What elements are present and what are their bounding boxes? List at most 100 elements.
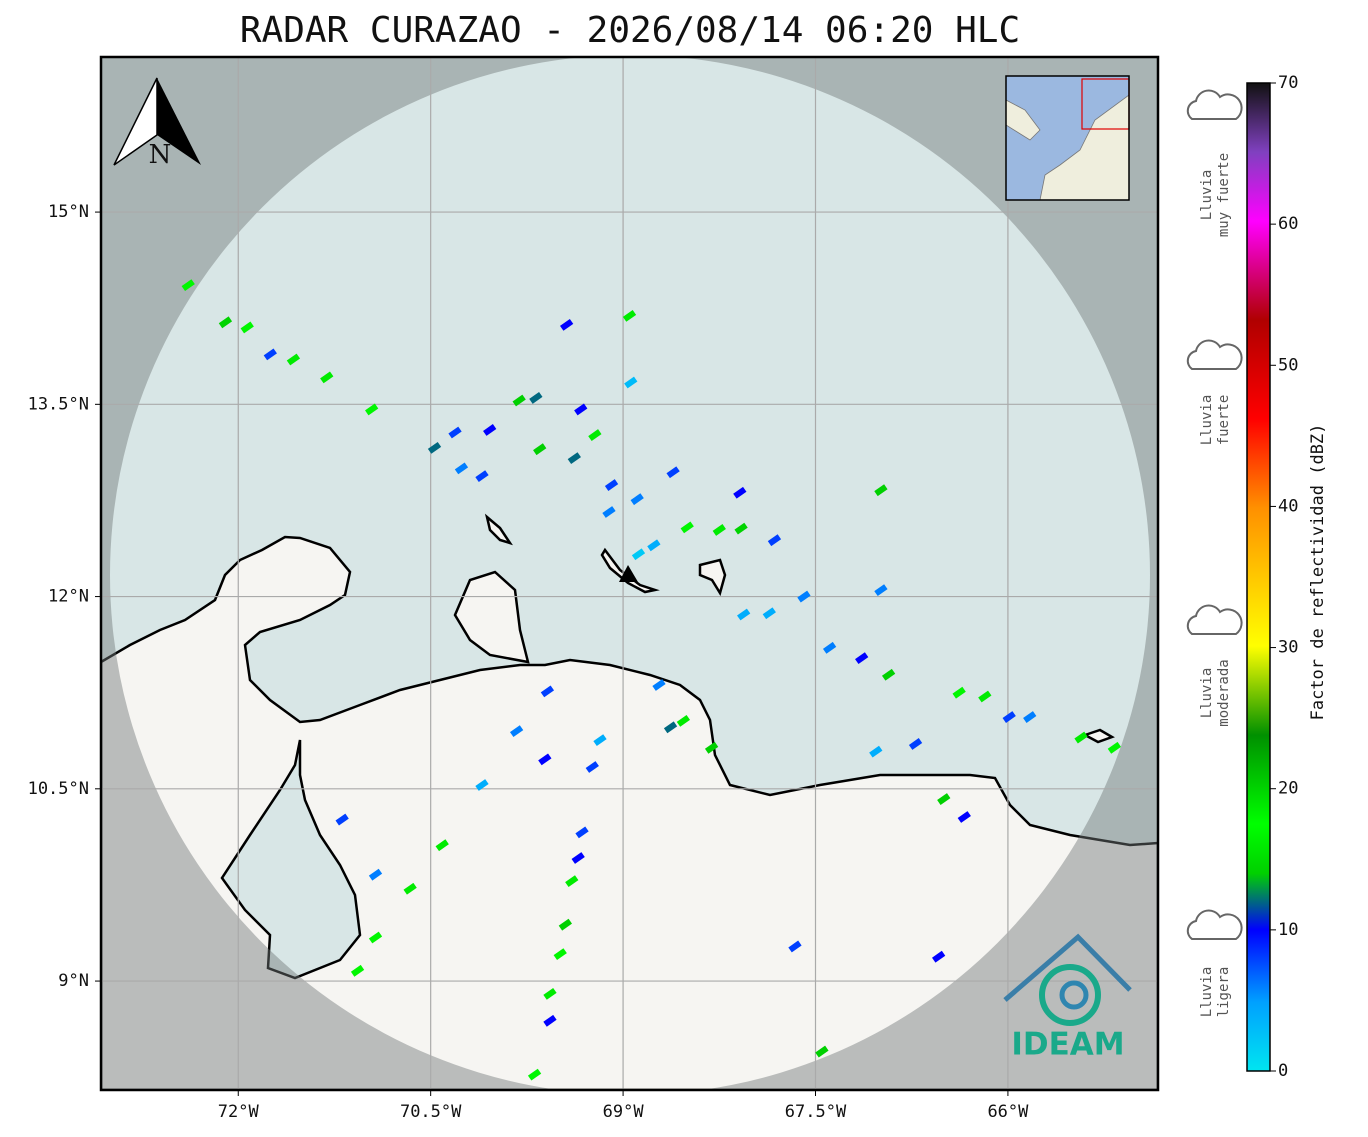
grid (101, 57, 1158, 1090)
mainland (101, 535, 1158, 1090)
echo (448, 426, 462, 439)
inset-map (1005, 75, 1130, 201)
colorbar-tick-label: 40 (1278, 496, 1298, 516)
echo (815, 1045, 829, 1058)
echo (585, 761, 599, 773)
legend-label: moderada (1216, 659, 1232, 726)
legend-label: Lluvia (1199, 170, 1215, 221)
echo (762, 607, 776, 620)
echo (543, 1014, 557, 1027)
chart-title: RADAR CURAZAO - 2026/08/14 06:20 HLC (240, 10, 1020, 51)
echo (822, 641, 837, 654)
echo (350, 964, 365, 977)
echo (1074, 731, 1088, 744)
echo (874, 484, 888, 497)
echo (1023, 711, 1037, 723)
echo (475, 779, 489, 791)
echo (602, 506, 616, 518)
echo (588, 429, 602, 441)
echo (435, 839, 449, 852)
aruba (484, 513, 513, 546)
legend-label: ligera (1216, 967, 1232, 1018)
echo (1002, 711, 1016, 723)
echo (680, 521, 694, 534)
echo (932, 950, 946, 963)
echo (666, 466, 680, 479)
x-tick-label: 69°W (603, 1102, 645, 1122)
echo (553, 948, 567, 961)
y-tick-label: 10.5°N (28, 779, 89, 799)
echo (335, 813, 349, 826)
x-tick-label: 70.5°W (400, 1102, 462, 1122)
colorbar-tick-label: 20 (1278, 779, 1298, 799)
echo (797, 590, 811, 603)
echo (263, 348, 277, 361)
legend-label: Lluvia (1199, 967, 1215, 1018)
echo (788, 940, 802, 953)
echo (631, 548, 646, 561)
echo (937, 793, 951, 805)
colorbar-tick-label: 60 (1278, 214, 1298, 234)
echo (533, 443, 547, 456)
echo (712, 524, 726, 536)
echo (427, 442, 442, 454)
island (1081, 728, 1115, 744)
echo (567, 452, 581, 465)
echo (558, 918, 572, 931)
echo (512, 394, 526, 407)
north-label: N (149, 140, 172, 170)
echo (540, 685, 555, 698)
y-tick-label: 13.5°N (28, 394, 89, 414)
colorbar (1246, 82, 1271, 1072)
colorbar-tick-label: 70 (1278, 73, 1298, 93)
logo-text: IDEAM (1011, 1027, 1124, 1063)
echo (181, 279, 195, 292)
echo (978, 690, 992, 703)
echo (571, 852, 585, 864)
echo (527, 1068, 542, 1081)
echo (733, 486, 747, 499)
echo (881, 668, 896, 681)
echo (647, 539, 661, 552)
cloud-icon (1186, 89, 1243, 120)
x-tick-label: 72°W (218, 1102, 260, 1122)
echo (624, 376, 638, 389)
echo (509, 725, 524, 738)
echo (529, 392, 543, 404)
echo (908, 738, 923, 750)
echo (560, 318, 574, 331)
y-tick-label: 12°N (48, 587, 89, 607)
echo (604, 479, 619, 491)
echo (368, 931, 383, 944)
legend-label: muy fuerte (1216, 153, 1232, 237)
echo (663, 721, 678, 734)
legend-label: Lluvia (1199, 668, 1215, 719)
logo: IDEAM (1003, 933, 1132, 1063)
echo (957, 811, 971, 823)
echo (320, 371, 334, 384)
echo (218, 316, 233, 329)
echo (240, 321, 254, 334)
echo (676, 714, 691, 727)
radar-site (619, 565, 638, 582)
echo (483, 424, 497, 436)
echo (652, 679, 666, 691)
cloud-icon (1186, 339, 1243, 370)
echo (454, 462, 469, 475)
y-tick-label: 9°N (58, 971, 89, 991)
echo (874, 584, 888, 597)
cloud-icon (1186, 604, 1243, 635)
echo (365, 403, 379, 416)
echo (575, 826, 589, 839)
echo (869, 745, 883, 758)
echo (767, 534, 782, 547)
x-tick-label: 66°W (987, 1102, 1029, 1122)
cloud-icon (1186, 909, 1243, 940)
echo (737, 608, 751, 621)
echo (538, 753, 552, 766)
echo (734, 522, 748, 535)
echo (952, 686, 966, 699)
colorbar-label: Factor de reflectividad (dBZ) (1308, 424, 1328, 721)
